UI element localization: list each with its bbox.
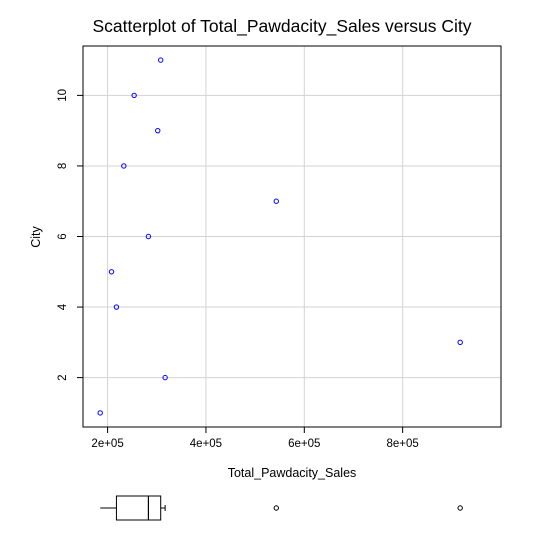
y-tick-label: 8 (57, 163, 69, 169)
data-point (157, 57, 164, 63)
y-tick-label: 10 (57, 89, 69, 102)
data-point (155, 127, 161, 134)
x-tick-label: 6e+05 (288, 438, 320, 450)
data-point (113, 304, 120, 310)
x-tick-label: 2e+05 (91, 438, 123, 450)
data-points (97, 57, 463, 416)
data-point (457, 339, 463, 346)
grid-lines (83, 46, 501, 427)
y-axis-label: City (29, 225, 43, 247)
data-point (162, 374, 168, 381)
boxplot-outlier (273, 505, 279, 511)
boxplot-box (115, 495, 162, 521)
x-axis-label: Total_Pawdacity_Sales (228, 466, 357, 480)
data-point (273, 198, 279, 204)
data-point (108, 269, 115, 275)
y-axis-ticks: 2 4 6 8 10 (57, 89, 83, 381)
y-tick-label: 6 (57, 233, 69, 239)
x-tick-label: 4e+05 (190, 438, 222, 450)
chart-title: Scatterplot of Total_Pawdacity_Sales ver… (92, 16, 471, 37)
x-axis-ticks: 2e+05 4e+05 6e+05 8e+05 (91, 427, 419, 450)
data-point (121, 163, 127, 169)
data-point (131, 92, 137, 99)
data-point (97, 410, 103, 416)
data-point (145, 233, 152, 240)
boxplot (100, 495, 463, 521)
boxplot-outlier (457, 505, 463, 511)
y-tick-label: 2 (57, 374, 69, 380)
x-tick-label: 8e+05 (386, 438, 418, 450)
y-tick-label: 4 (57, 303, 69, 310)
